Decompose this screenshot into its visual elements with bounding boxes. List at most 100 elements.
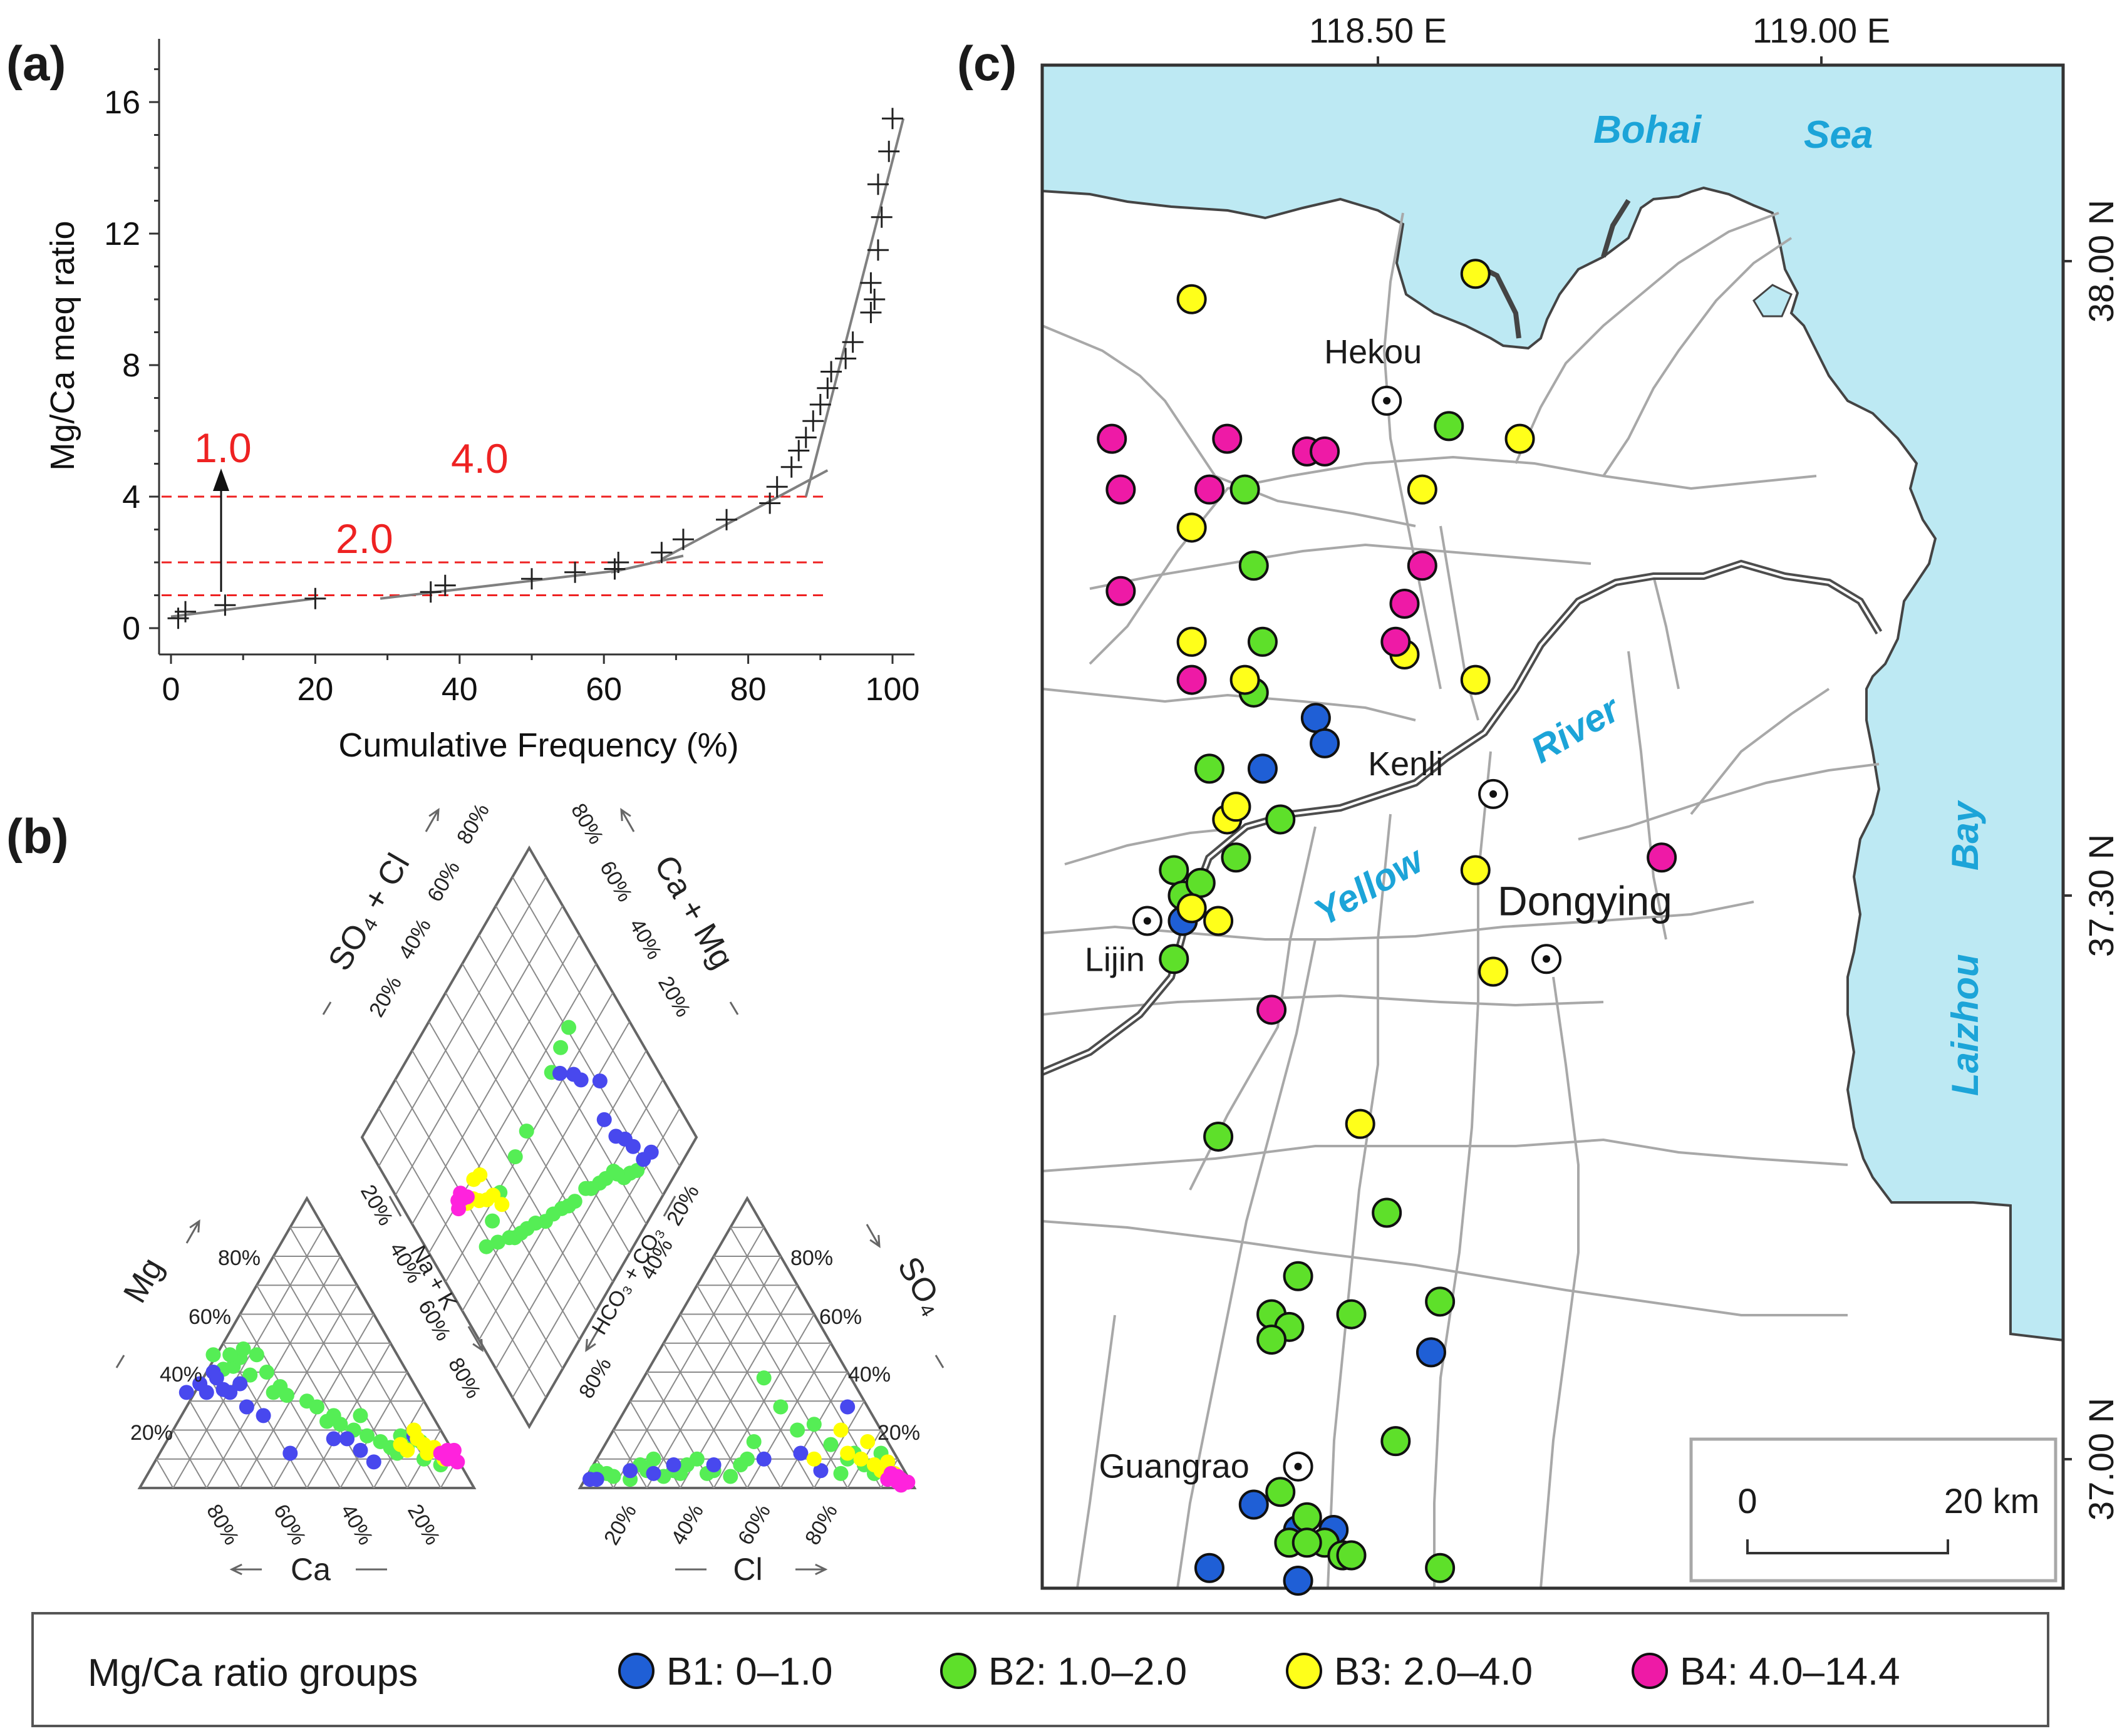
panel-a-thresholds [162,495,826,596]
legend-label-b4: B4: 4.0–14.4 [1680,1650,1900,1693]
piper-point-cation-b3 [400,1442,415,1458]
piper-point-anion-b3 [853,1451,869,1467]
piper-points [179,1020,916,1493]
fit-line-1 [170,597,316,618]
legend-label-b1: B1: 0–1.0 [666,1650,832,1693]
panel-a-axes [158,39,914,656]
cation-triangle-grid [172,1430,207,1489]
piper-point-anion-b1 [813,1463,829,1479]
piper-axis-decorations [115,808,945,1576]
legend-item-b2: B2: 1.0–2.0 [940,1650,1187,1693]
piper-point-anion-b1 [623,1463,638,1479]
mg-tick-60: 60% [189,1305,231,1329]
data-point [766,476,788,498]
cation-triangle-grid [306,1343,391,1489]
piper-point-diamond-b2 [507,1149,523,1165]
road-10 [1540,976,1580,1589]
data-point [175,601,197,623]
sample-point-b1 [1310,728,1340,758]
sample-point-b2 [1434,411,1464,442]
piper-point-cation-b2 [249,1347,264,1363]
road-network [1042,212,1880,1589]
sample-point-b2 [1291,1527,1322,1558]
y-tick-label-12: 12 [104,216,140,252]
cl-tick-40: 40% [666,1501,708,1549]
piper-point-anion-b3 [806,1451,822,1467]
piper-point-anion-b2 [833,1465,849,1481]
label-bay: Bay [1944,800,1986,871]
axis-mg-label: Mg [116,1252,170,1310]
panel-c: (c) Hekou Kenli Lijin Dongying Guangrao Boha… [957,11,2121,1596]
legend-marker-b3 [1286,1653,1322,1689]
road-18 [1514,212,1779,464]
sample-point-b2 [1372,1197,1402,1228]
sample-point-b2 [1265,1477,1296,1507]
sample-point-b2 [1203,1121,1234,1152]
piper-point-cation-b2 [259,1365,274,1380]
piper-point-diamond-b4 [450,1192,466,1208]
sample-point-b2 [1159,855,1189,886]
threshold-label-2: 2.0 [336,515,393,562]
sample-point-b3 [1407,474,1437,505]
so4-axis-arrow [866,1224,881,1247]
sample-point-b3 [1176,626,1207,657]
piper-point-anion-b2 [806,1417,822,1432]
sample-point-b3 [1176,893,1207,924]
piper-point-anion-b3 [840,1445,856,1461]
scale-bar: 0 20 km [1689,1437,2057,1583]
ca-axis-arrow-head [229,1563,242,1576]
sample-point-b1 [1416,1337,1446,1368]
piper-point-diamond-b2 [561,1020,577,1035]
piper-point-anion-b4 [900,1474,916,1490]
hco3-axis-arrow-head [585,1338,596,1352]
piper-point-anion-b2 [773,1399,789,1415]
y-tick-label-4: 4 [122,479,140,515]
anion-triangle-grid [613,1430,648,1489]
sample-point-b3 [1176,512,1207,543]
map-frame-group [1041,65,2064,1589]
sample-point-b2 [1159,944,1189,974]
data-point [759,492,781,514]
x-tick-label-100: 100 [866,671,920,708]
coastal-dike-2 [1601,199,1631,258]
sample-point-b4 [1407,550,1437,581]
diamond-grid [378,876,547,1167]
data-point [867,239,889,261]
axis-ca-label: Ca [291,1552,331,1587]
road-21 [1690,688,1830,815]
piper-point-cation-b3 [416,1437,432,1452]
so4cl-tick-40: 40% [394,915,436,964]
legend-item-b1: B1: 0–1.0 [618,1650,832,1693]
data-point [860,272,882,294]
piper-point-diamond-b2 [519,1124,534,1139]
piper-point-anion-b1 [756,1451,772,1467]
y-tick-label-8: 8 [122,348,140,384]
sample-point-b2 [1185,867,1216,898]
data-point [820,361,842,383]
axis-cl-label: Cl [733,1552,762,1587]
map-cities: Hekou Kenli Lijin Dongying Guangrao [1085,333,1672,1485]
piper-point-cation-b1 [282,1445,298,1461]
road-9 [1042,1220,1848,1316]
sample-point-b4 [1380,626,1411,657]
sample-point-b2 [1425,1553,1456,1583]
piper-point-anion-b1 [840,1399,856,1415]
so4cl-tick-80: 80% [452,800,494,849]
piper-point-cation-b1 [256,1408,271,1423]
nak-axis-arrow [467,1326,484,1351]
data-point [214,594,236,616]
city-marker-dot-guangrao [1294,1462,1302,1470]
piper-point-cation-b4 [446,1442,462,1458]
nak-tick-80: 80% [443,1354,485,1403]
legend-marker-b1 [618,1653,655,1689]
so4-tick-20: 20% [877,1421,920,1445]
sample-point-b1 [1194,1553,1224,1583]
data-point [802,410,824,432]
lat-label-38-00: 38.00 N [2081,200,2121,323]
fit-line-5 [804,118,905,497]
piper-point-anion-b1 [666,1457,681,1473]
piper-point-anion-b2 [723,1469,738,1484]
city-marker-dot-lijin [1143,917,1151,925]
road-8 [1042,1138,1848,1172]
camg-tick-60: 60% [595,857,637,906]
